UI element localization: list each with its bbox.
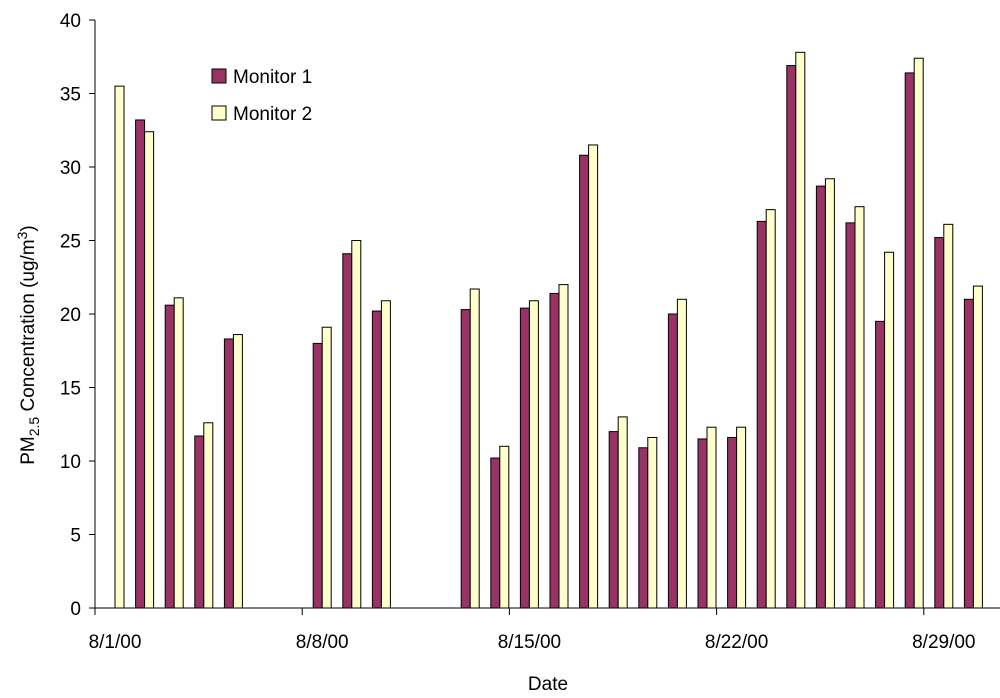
x-tick-label: 8/29/00 [912,632,975,653]
bars [114,51,983,609]
y-axis-title-subscript: 2.5 [26,417,42,437]
bar-monitor-1 [638,447,649,609]
bar-monitor-1 [667,313,678,609]
x-tick-label: 8/15/00 [498,632,561,653]
y-tick-label: 10 [60,452,81,473]
bar-monitor-1 [371,310,382,609]
bar-monitor-2 [351,240,362,609]
y-tick-label: 40 [60,11,81,32]
y-tick-label: 30 [60,158,81,179]
x-tick-label: 8/8/00 [296,632,349,653]
y-axis-title-superscript: 3 [14,231,30,239]
y-tick-label: 0 [70,599,81,620]
y-axis-title-middle: Concentration (ug/m [18,239,39,416]
bar-monitor-1 [756,220,767,609]
bar-monitor-1 [875,320,886,609]
bar-monitor-2 [824,178,835,609]
bar-monitor-2 [232,334,243,609]
bar-monitor-2 [173,297,184,609]
bar-monitor-2 [499,445,510,609]
bar-monitor-2 [144,131,155,609]
y-axis: 0 5 10 15 20 25 30 35 40 [60,11,96,620]
bar-monitor-1 [904,72,915,609]
bar-monitor-2 [854,206,865,609]
bar-monitor-2 [736,426,747,609]
bar-monitor-2 [972,285,983,609]
bar-monitor-2 [558,284,569,609]
bar-monitor-1 [549,292,560,609]
bar-monitor-2 [913,57,924,609]
bar-monitor-1 [579,154,590,609]
x-tick-label: 8/22/00 [705,632,768,653]
y-tick-label: 25 [60,232,81,253]
bar-monitor-1 [135,119,146,609]
x-tick-label: 8/1/00 [89,632,142,653]
bar-monitor-1 [786,65,797,609]
y-axis-title-suffix: ) [18,225,39,231]
bar-monitor-2 [114,85,125,609]
bar-monitor-2 [943,223,954,609]
bar-monitor-1 [194,435,205,609]
bar-monitor-2 [321,326,332,609]
bar-monitor-2 [706,426,717,609]
bar-monitor-1 [697,438,708,609]
legend-label-monitor-2: Monitor 2 [233,104,312,125]
bar-monitor-1 [608,431,619,609]
bar-monitor-2 [676,298,687,609]
bar-monitor-1 [963,298,974,609]
legend-label-monitor-1: Monitor 1 [233,67,312,88]
y-tick-label: 5 [70,526,81,547]
bar-monitor-2 [469,288,480,609]
bar-monitor-1 [223,338,234,609]
y-tick-label: 20 [60,305,81,326]
bar-monitor-2 [203,422,214,609]
bar-monitor-1 [845,222,856,609]
bar-monitor-1 [490,457,501,609]
bar-monitor-2 [528,300,539,609]
bar-monitor-1 [519,307,530,609]
bar-monitor-1 [934,237,945,609]
bar-monitor-2 [647,436,658,609]
y-axis-title: PM2.5 Concentration (ug/m3) [14,225,42,465]
y-tick-label: 15 [60,379,81,400]
bar-monitor-2 [380,300,391,609]
bar-monitor-1 [312,342,323,609]
legend-swatch-monitor-1 [211,68,227,84]
bar-monitor-2 [884,251,895,609]
legend: Monitor 1 Monitor 2 [211,67,312,125]
bar-monitor-1 [164,304,175,609]
bar-monitor-2 [795,51,806,609]
bar-monitor-1 [727,436,738,609]
bar-monitor-2 [617,416,628,609]
x-axis-title: Date [528,674,568,695]
y-axis-title-prefix: PM [18,436,39,465]
bar-monitor-1 [460,309,471,609]
bar-monitor-2 [588,144,599,609]
bar-monitor-2 [765,209,776,609]
bar-monitor-1 [815,185,826,609]
legend-swatch-monitor-2 [211,105,227,121]
bar-monitor-1 [342,253,353,609]
y-tick-label: 35 [60,85,81,106]
x-axis: 8/1/00 8/8/00 8/15/00 8/22/00 8/29/00 [89,607,1000,653]
